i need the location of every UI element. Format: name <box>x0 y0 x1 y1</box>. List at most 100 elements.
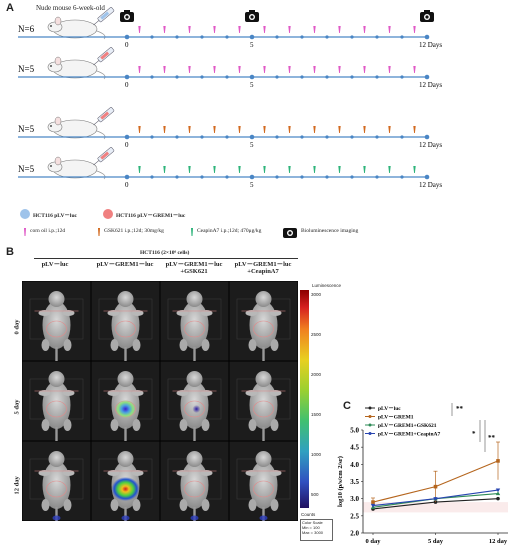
day-dot <box>150 75 154 79</box>
legend-label: pLV－GREM1 <box>378 415 414 421</box>
injection-marker <box>163 126 166 133</box>
tick-label-0: 0 <box>125 141 129 149</box>
day-dot <box>300 75 304 79</box>
day-dot <box>200 35 204 39</box>
col-label-1: pLV－luc <box>41 261 69 268</box>
day-dot <box>225 75 229 79</box>
syringe-icon <box>93 7 115 26</box>
significance-mark: ** <box>488 434 496 442</box>
bli-mouse-image <box>22 281 91 361</box>
col-label-4: pLV－GREM1－luc +CeapinA7 <box>234 261 292 275</box>
day-dot <box>325 75 329 79</box>
day-dot <box>249 174 255 180</box>
injection-marker <box>338 66 341 73</box>
tick-label-5: 5 <box>250 141 254 149</box>
injection-marker <box>363 166 366 173</box>
injection-marker <box>388 166 391 173</box>
injection-marker <box>238 26 241 33</box>
y-tick-label: 4.5 <box>350 444 359 452</box>
legend-green-injection-icon <box>191 228 193 236</box>
colorbar-tick-label: 1500 <box>311 412 322 417</box>
row-label-2: 5 day <box>13 399 21 415</box>
colorbar-tick-label: 3000 <box>311 292 322 297</box>
injection-marker <box>263 26 266 33</box>
injection-marker <box>288 66 291 73</box>
panel-a-header: Nude mouse 6-week-old <box>36 4 105 12</box>
row-label-3: 12 day <box>13 476 21 495</box>
injection-marker <box>338 166 341 173</box>
y-tick-label: 2.0 <box>350 530 359 538</box>
group-n-label: N=5 <box>18 164 35 174</box>
day-dot <box>400 75 404 79</box>
injection-marker <box>188 126 191 133</box>
panel-b-header-line <box>34 258 298 259</box>
significance-mark: ** <box>456 405 464 413</box>
bli-mouse-image <box>229 361 298 441</box>
day-dot <box>275 75 279 79</box>
injection-marker <box>413 66 416 73</box>
legend-cell1-label: HCT116 pLV－luc <box>33 213 77 219</box>
tick-label-12: 12 Days <box>419 181 442 189</box>
legend-cell-blue <box>20 209 30 219</box>
tick-label-5: 5 <box>250 181 254 189</box>
day-dot <box>200 175 204 179</box>
day-dot <box>225 35 229 39</box>
day-dot <box>400 35 404 39</box>
injection-marker <box>163 166 166 173</box>
day-dot <box>424 34 430 40</box>
panel-b-header: HCT116 (2×10⁶ cells) <box>140 250 190 256</box>
y-tick-label: 3.0 <box>350 495 359 503</box>
colorbar-title: Luminescence <box>312 283 342 288</box>
legend-label: pLV－luc <box>378 406 401 412</box>
day-dot <box>225 135 229 139</box>
injection-marker <box>313 166 316 173</box>
y-tick-label: 4.0 <box>350 461 359 469</box>
y-axis-label: log10 (p/s/cm 2/sr) <box>337 456 344 507</box>
day-dot <box>175 35 179 39</box>
bli-mouse-image <box>22 441 91 521</box>
bli-mouse-image <box>160 281 229 361</box>
day-dot <box>124 134 130 140</box>
injection-marker <box>313 66 316 73</box>
injection-marker <box>138 126 141 133</box>
line-chart: 2.0 2.5 3.0 3.5 4.0 4.5 5.0 0 day 5 day 12 day log… <box>337 403 508 545</box>
injection-marker <box>188 66 191 73</box>
tick-label-5: 5 <box>250 41 254 49</box>
legend-drug-markers <box>24 228 297 238</box>
colorbar-tick-label: 2500 <box>311 332 322 337</box>
day-dot <box>325 135 329 139</box>
camera-icon <box>245 10 259 22</box>
timeline-row: N=5 0 5 12 Days <box>18 47 442 89</box>
bli-mouse-image <box>91 281 160 361</box>
y-tick-label: 3.5 <box>350 478 359 486</box>
group-n-label: N=5 <box>18 64 35 74</box>
y-tick-label: 5.0 <box>350 427 359 435</box>
bli-image-grid <box>22 281 298 521</box>
legend-imaging-label: Bioluminescence imaging <box>301 228 359 234</box>
injection-marker <box>363 66 366 73</box>
injection-marker <box>313 26 316 33</box>
injection-marker <box>413 166 416 173</box>
injection-marker <box>388 126 391 133</box>
color-scale-max: Max = 3000 <box>302 530 324 535</box>
data-point <box>371 500 375 504</box>
timeline-row: N=6 0 5 12 Days <box>18 7 442 49</box>
panel-a-letter: A <box>6 2 14 14</box>
tick-label-0: 0 <box>125 181 129 189</box>
legend-cell-red <box>103 209 113 219</box>
day-dot <box>249 74 255 80</box>
legend-pink-injection-icon <box>24 228 26 236</box>
day-dot <box>424 174 430 180</box>
bli-mouse-image <box>91 441 160 521</box>
day-dot <box>124 74 130 80</box>
day-dot <box>350 35 354 39</box>
significance-mark: * <box>472 430 476 438</box>
syringe-icon <box>93 107 115 126</box>
injection-marker <box>263 66 266 73</box>
injection-marker <box>263 126 266 133</box>
injection-marker <box>163 66 166 73</box>
day-dot <box>375 35 379 39</box>
timeline-row: N=5 0 5 12 Days <box>18 107 442 149</box>
day-dot <box>150 135 154 139</box>
panel-a-timelines: N=6 0 5 12 Days N=5 0 5 12 Days N=5 0 5 12 Days N=5 0… <box>18 7 442 189</box>
